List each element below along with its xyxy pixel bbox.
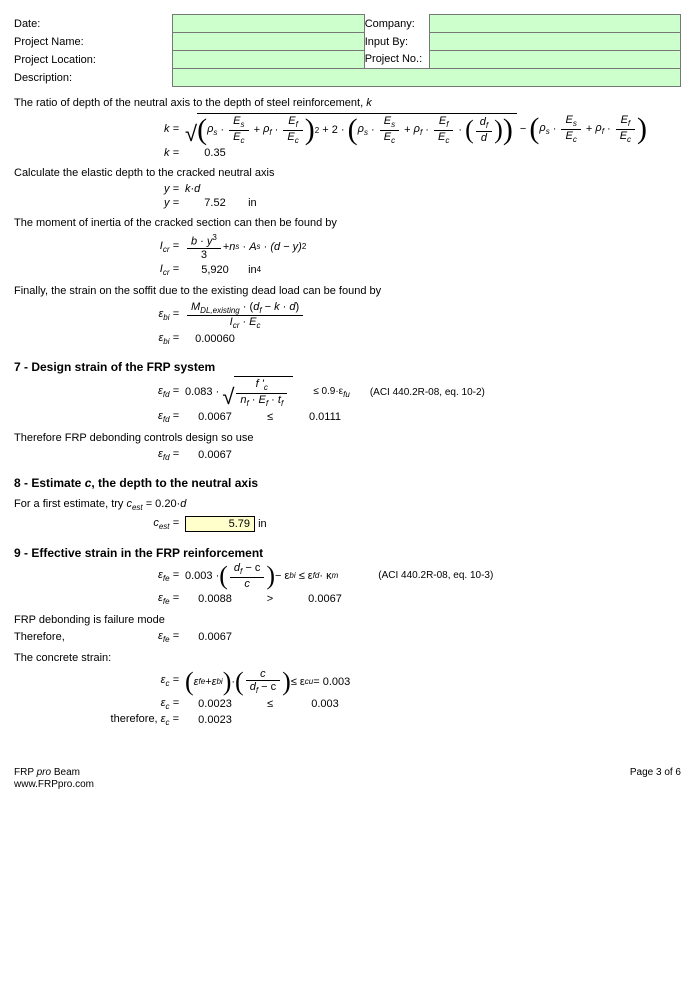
k-val-lhs: k = [14, 147, 185, 159]
project-location-cell[interactable] [172, 51, 364, 69]
therefore-efe-row: Therefore, εfe = 0.0067 [14, 630, 681, 644]
product-name: FRP pro Beam [14, 767, 94, 779]
icr-paragraph: The moment of inertia of the cracked sec… [14, 217, 681, 229]
first-estimate-text: For a first estimate, try cest = 0.20·d [14, 498, 681, 512]
ebi-value: 0.00060 [185, 333, 245, 345]
therefore-efd-text: Therefore FRP debonding controls design … [14, 432, 681, 444]
cest-input[interactable]: 5.79 [185, 516, 255, 532]
description-cell[interactable] [172, 69, 680, 87]
efd-value: 0.0067 [185, 449, 245, 461]
icr-equation: Icr = b · y33 + ns · As · (d − y)2 [14, 233, 681, 261]
icr-value-row: Icr = 5,920 in4 [14, 263, 681, 277]
efd-equation: εfd = 0.083 · √ f 'cnf · Ef · tf ≤ 0.9·ε… [14, 376, 681, 407]
efd-compare-row: εfd = 0.0067≤0.0111 [14, 410, 681, 424]
efe-value: 0.0067 [185, 631, 245, 643]
project-header-table: Date: Company: Project Name: Input By: P… [14, 14, 681, 87]
ec-equation: εc = (εfe + εbi) · (cdf − c) ≤ εcu = 0.0… [14, 668, 681, 695]
aci-ref-10-2: (ACI 440.2R-08, eq. 10-2) [370, 387, 485, 398]
fail-mode-text: FRP debonding is failure mode [14, 614, 681, 626]
ebi-value-row: εbi = 0.00060 [14, 332, 681, 346]
ec-compare-row: εc = 0.0023≤0.003 [14, 697, 681, 711]
project-no-label: Project No.: [364, 51, 430, 69]
elastic-depth-paragraph: Calculate the elastic depth to the crack… [14, 167, 681, 179]
y-value-row: y = 7.52 in [14, 197, 681, 209]
icr-value: 5,920 [185, 264, 245, 276]
project-name-label: Project Name: [14, 33, 172, 51]
k-value-row: k = 0.35 [14, 147, 681, 159]
project-name-cell[interactable] [172, 33, 364, 51]
section-8-heading: 8 - Estimate c, the depth to the neutral… [14, 476, 681, 490]
date-cell[interactable] [172, 15, 364, 33]
project-no-cell[interactable] [430, 51, 681, 69]
description-label: Description: [14, 69, 172, 87]
strain-paragraph: Finally, the strain on the soffit due to… [14, 285, 681, 297]
section-9-heading: 9 - Effective strain in the FRP reinforc… [14, 546, 681, 560]
ebi-equation: εbi = MDL,existing · (df − k · d) Icr · … [14, 301, 681, 330]
k-rhs: √ ( ρs · EsEc + ρf · EfEc )2 + 2 · ( ρs … [185, 113, 681, 145]
ec-final-row: therefore, εc = 0.0023 [14, 713, 681, 727]
sqrt-icon: √ [185, 123, 197, 145]
concrete-strain-label: The concrete strain: [14, 652, 681, 664]
y-equation: y = k·d [14, 183, 681, 195]
cest-row: cest = 5.79 in [14, 516, 681, 532]
y-value: 7.52 [185, 197, 245, 209]
date-label: Date: [14, 15, 172, 33]
k-value: 0.35 [185, 147, 245, 159]
product-url: www.FRPpro.com [14, 779, 94, 791]
input-by-cell[interactable] [430, 33, 681, 51]
ratio-paragraph: The ratio of depth of the neutral axis t… [14, 97, 681, 109]
company-cell[interactable] [430, 15, 681, 33]
project-location-label: Project Location: [14, 51, 172, 69]
section-7-heading: 7 - Design strain of the FRP system [14, 360, 681, 374]
company-label: Company: [364, 15, 430, 33]
page-number: Page 3 of 6 [630, 767, 681, 791]
k-equation: k = √ ( ρs · EsEc + ρf · EfEc )2 + 2 · (… [14, 113, 681, 145]
page-footer: FRP pro Beam www.FRPpro.com Page 3 of 6 [14, 767, 681, 791]
ec-value: 0.0023 [185, 714, 245, 726]
efe-compare-row: εfe = 0.0088>0.0067 [14, 592, 681, 606]
aci-ref-10-3: (ACI 440.2R-08, eq. 10-3) [378, 570, 493, 581]
ratio-text: The ratio of depth of the neutral axis t… [14, 97, 366, 109]
ratio-k-symbol: k [366, 97, 372, 109]
efd-final-row: εfd = 0.0067 [14, 448, 681, 462]
efe-equation: εfe = 0.003 · (df − cc) − εbi ≤ εfd· κm … [14, 562, 681, 589]
k-lhs: k = [14, 123, 185, 135]
input-by-label: Input By: [364, 33, 430, 51]
